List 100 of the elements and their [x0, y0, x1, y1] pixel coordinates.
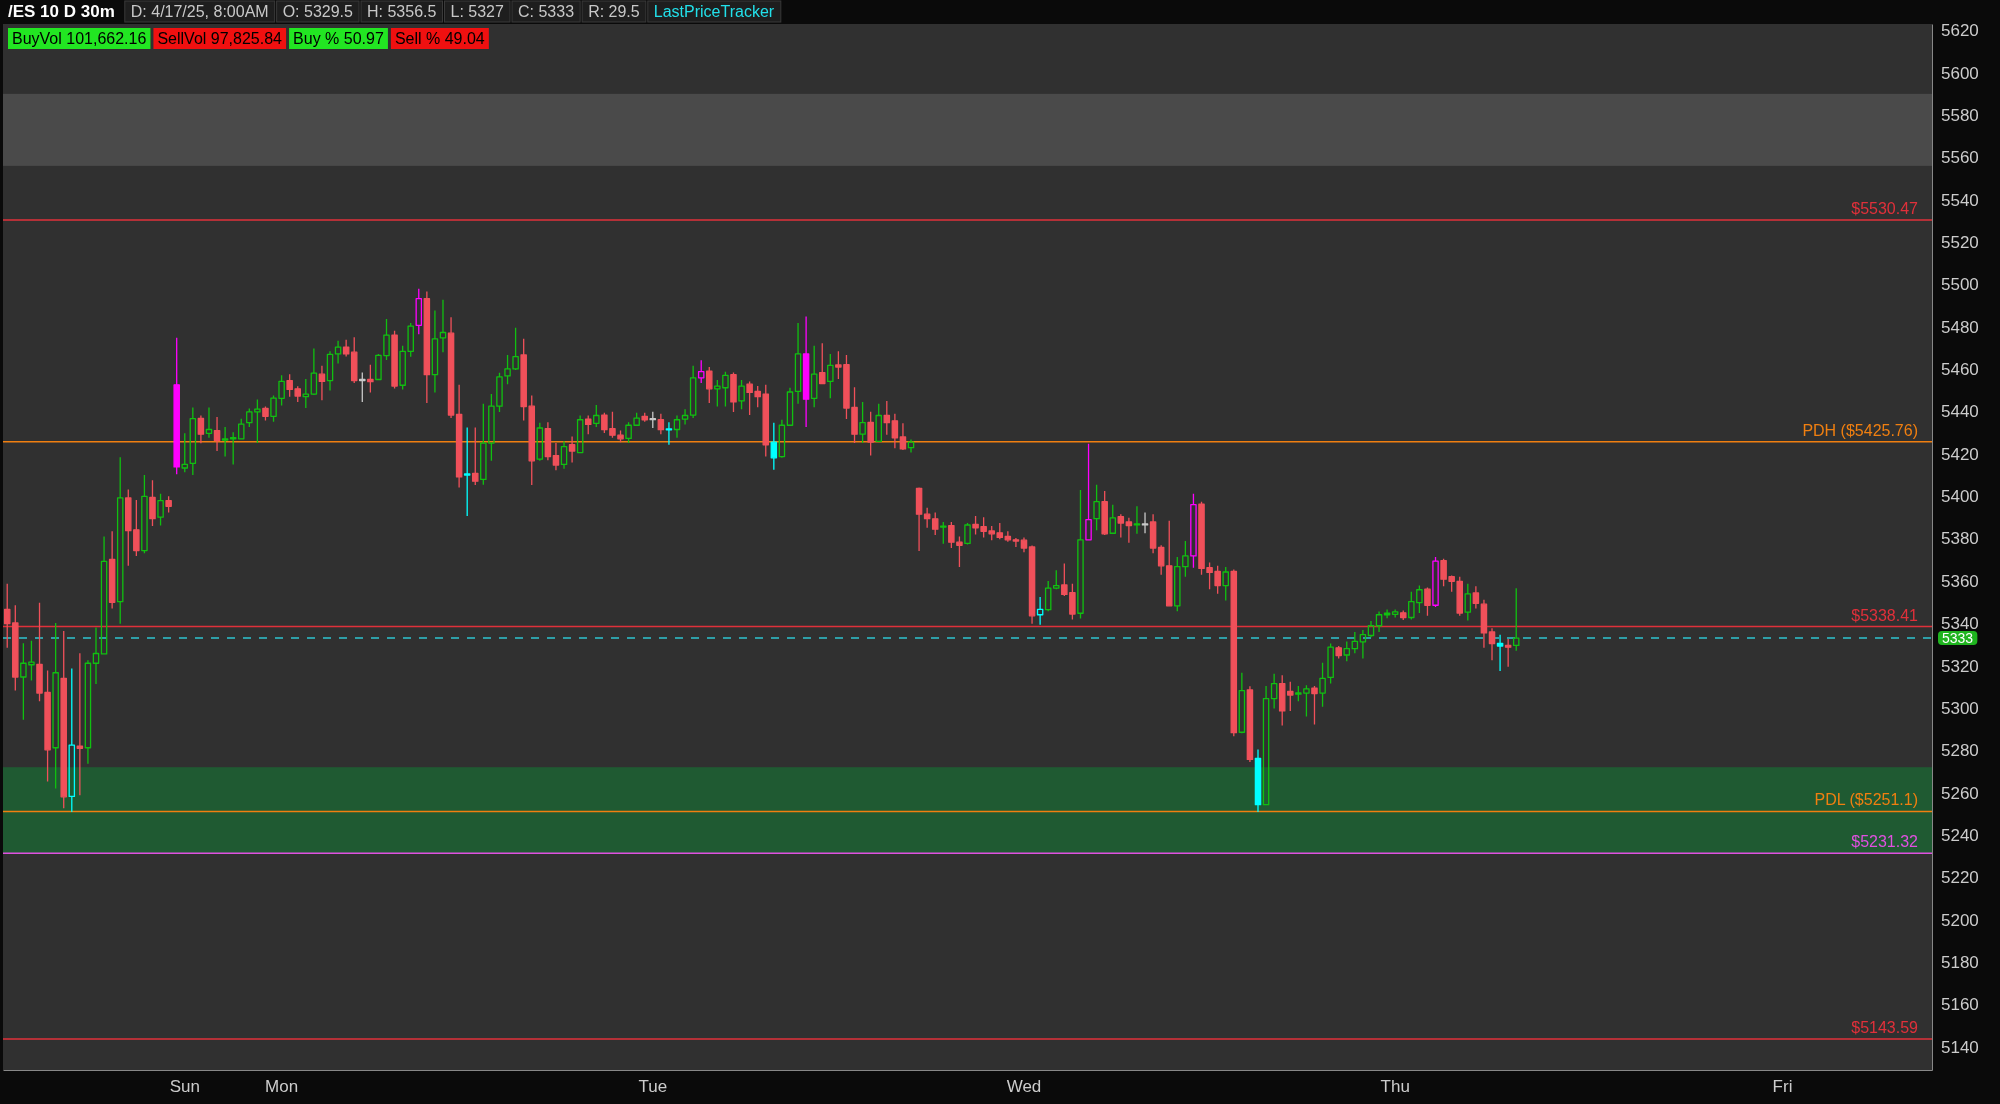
candlestick [1141, 511, 1149, 534]
candlestick [544, 421, 552, 461]
candlestick [1472, 585, 1480, 610]
candlestick [1464, 583, 1472, 622]
candlestick [657, 413, 665, 435]
candlestick [1399, 609, 1407, 621]
text: H: 5356.5 [367, 3, 437, 20]
candlestick [1036, 596, 1044, 626]
candlestick [1190, 493, 1197, 569]
candlestick [157, 492, 164, 527]
text: LastPriceTracker [653, 3, 775, 20]
ref-line-label: PDH ($5425.76) [1802, 421, 1918, 439]
candlestick [229, 431, 237, 466]
candlestick [536, 422, 544, 462]
candlestick [649, 411, 657, 429]
y-tick-label: 5460 [1941, 360, 1979, 380]
candlestick [552, 442, 560, 471]
candlestick [213, 416, 221, 452]
candlestick [1012, 537, 1020, 548]
candlestick [326, 350, 334, 392]
y-tick-label: 5180 [1941, 952, 1979, 972]
candlestick [455, 384, 463, 489]
candlestick [996, 522, 1004, 540]
candlestick [1149, 513, 1157, 554]
candlestick [471, 426, 479, 486]
candlestick [1327, 642, 1334, 685]
candlestick [1287, 681, 1294, 712]
candlestick [1512, 587, 1520, 652]
candlestick [568, 435, 576, 464]
y-tick-label: 5580 [1941, 105, 1979, 125]
candlestick [1504, 638, 1512, 668]
candlestick [1182, 540, 1189, 578]
candlestick [1028, 544, 1036, 625]
candlestick [1109, 504, 1117, 535]
candlestick [197, 414, 205, 444]
y-tick-label: 5140 [1941, 1037, 1979, 1057]
candlestick [665, 421, 673, 446]
candlestick [1424, 586, 1431, 617]
candlestick [68, 667, 76, 813]
candlestick [391, 330, 398, 390]
candlestick [867, 411, 874, 457]
x-tick-label: Thu [1380, 1076, 1410, 1096]
candlestick [859, 401, 866, 444]
y-tick-label: 5160 [1941, 995, 1979, 1015]
candlestick [1351, 631, 1359, 654]
candlestick [802, 315, 810, 428]
annotation: BuyVol 101,662.16 [12, 30, 147, 47]
candlestick [1020, 536, 1028, 553]
candlestick [205, 406, 213, 439]
candlestick [1359, 629, 1367, 660]
text: D: 4/17/25, 8:00AM [130, 3, 269, 20]
candlestick [875, 403, 883, 443]
candlestick [1335, 645, 1342, 660]
candlestick [1052, 569, 1060, 590]
candlestick [1101, 490, 1108, 536]
y-tick-label: 5220 [1941, 868, 1979, 888]
candlestick [310, 347, 318, 396]
annotation: Sell % 49.04 [394, 30, 485, 47]
candlestick [940, 521, 947, 545]
candlestick [149, 479, 156, 527]
candlestick [907, 438, 915, 454]
candlestick [60, 630, 67, 809]
candlestick [342, 339, 350, 358]
candlestick [246, 407, 253, 428]
candlestick [931, 511, 939, 536]
candlestick [415, 288, 423, 335]
candlestick [827, 353, 834, 400]
candlestick [1343, 640, 1351, 662]
candlestick [165, 495, 172, 514]
candlestick [1262, 685, 1270, 806]
candlestick [1311, 685, 1318, 726]
candlestick [1496, 634, 1504, 672]
candlestick [956, 535, 963, 568]
candlestick [334, 340, 342, 365]
y-tick-label: 5200 [1941, 910, 1979, 930]
candlestick [964, 522, 971, 546]
candlestick [350, 336, 358, 384]
candlestick [810, 344, 818, 408]
candlestick [221, 426, 229, 458]
candlestick [1044, 580, 1052, 612]
ref-line-label: PDL ($5251.1) [1814, 791, 1918, 809]
candlestick [584, 414, 592, 435]
candlestick [189, 406, 197, 476]
candlestick [786, 387, 794, 427]
candlestick [1230, 568, 1238, 737]
candlestick [1125, 517, 1133, 544]
candlestick [1432, 556, 1439, 608]
candlestick [915, 486, 923, 552]
y-tick-label: 5440 [1941, 402, 1979, 422]
candlestick [52, 622, 59, 790]
candlestick [1117, 513, 1125, 539]
y-tick-label: 5400 [1941, 487, 1979, 507]
y-tick-label: 5360 [1941, 571, 1979, 591]
candlestick [431, 309, 439, 394]
y-tick-label: 5540 [1941, 190, 1979, 210]
candlestick [359, 371, 366, 403]
candlestick [108, 530, 116, 610]
candlestick [1367, 620, 1375, 638]
candlestick [262, 405, 269, 422]
candlestick [302, 378, 310, 409]
